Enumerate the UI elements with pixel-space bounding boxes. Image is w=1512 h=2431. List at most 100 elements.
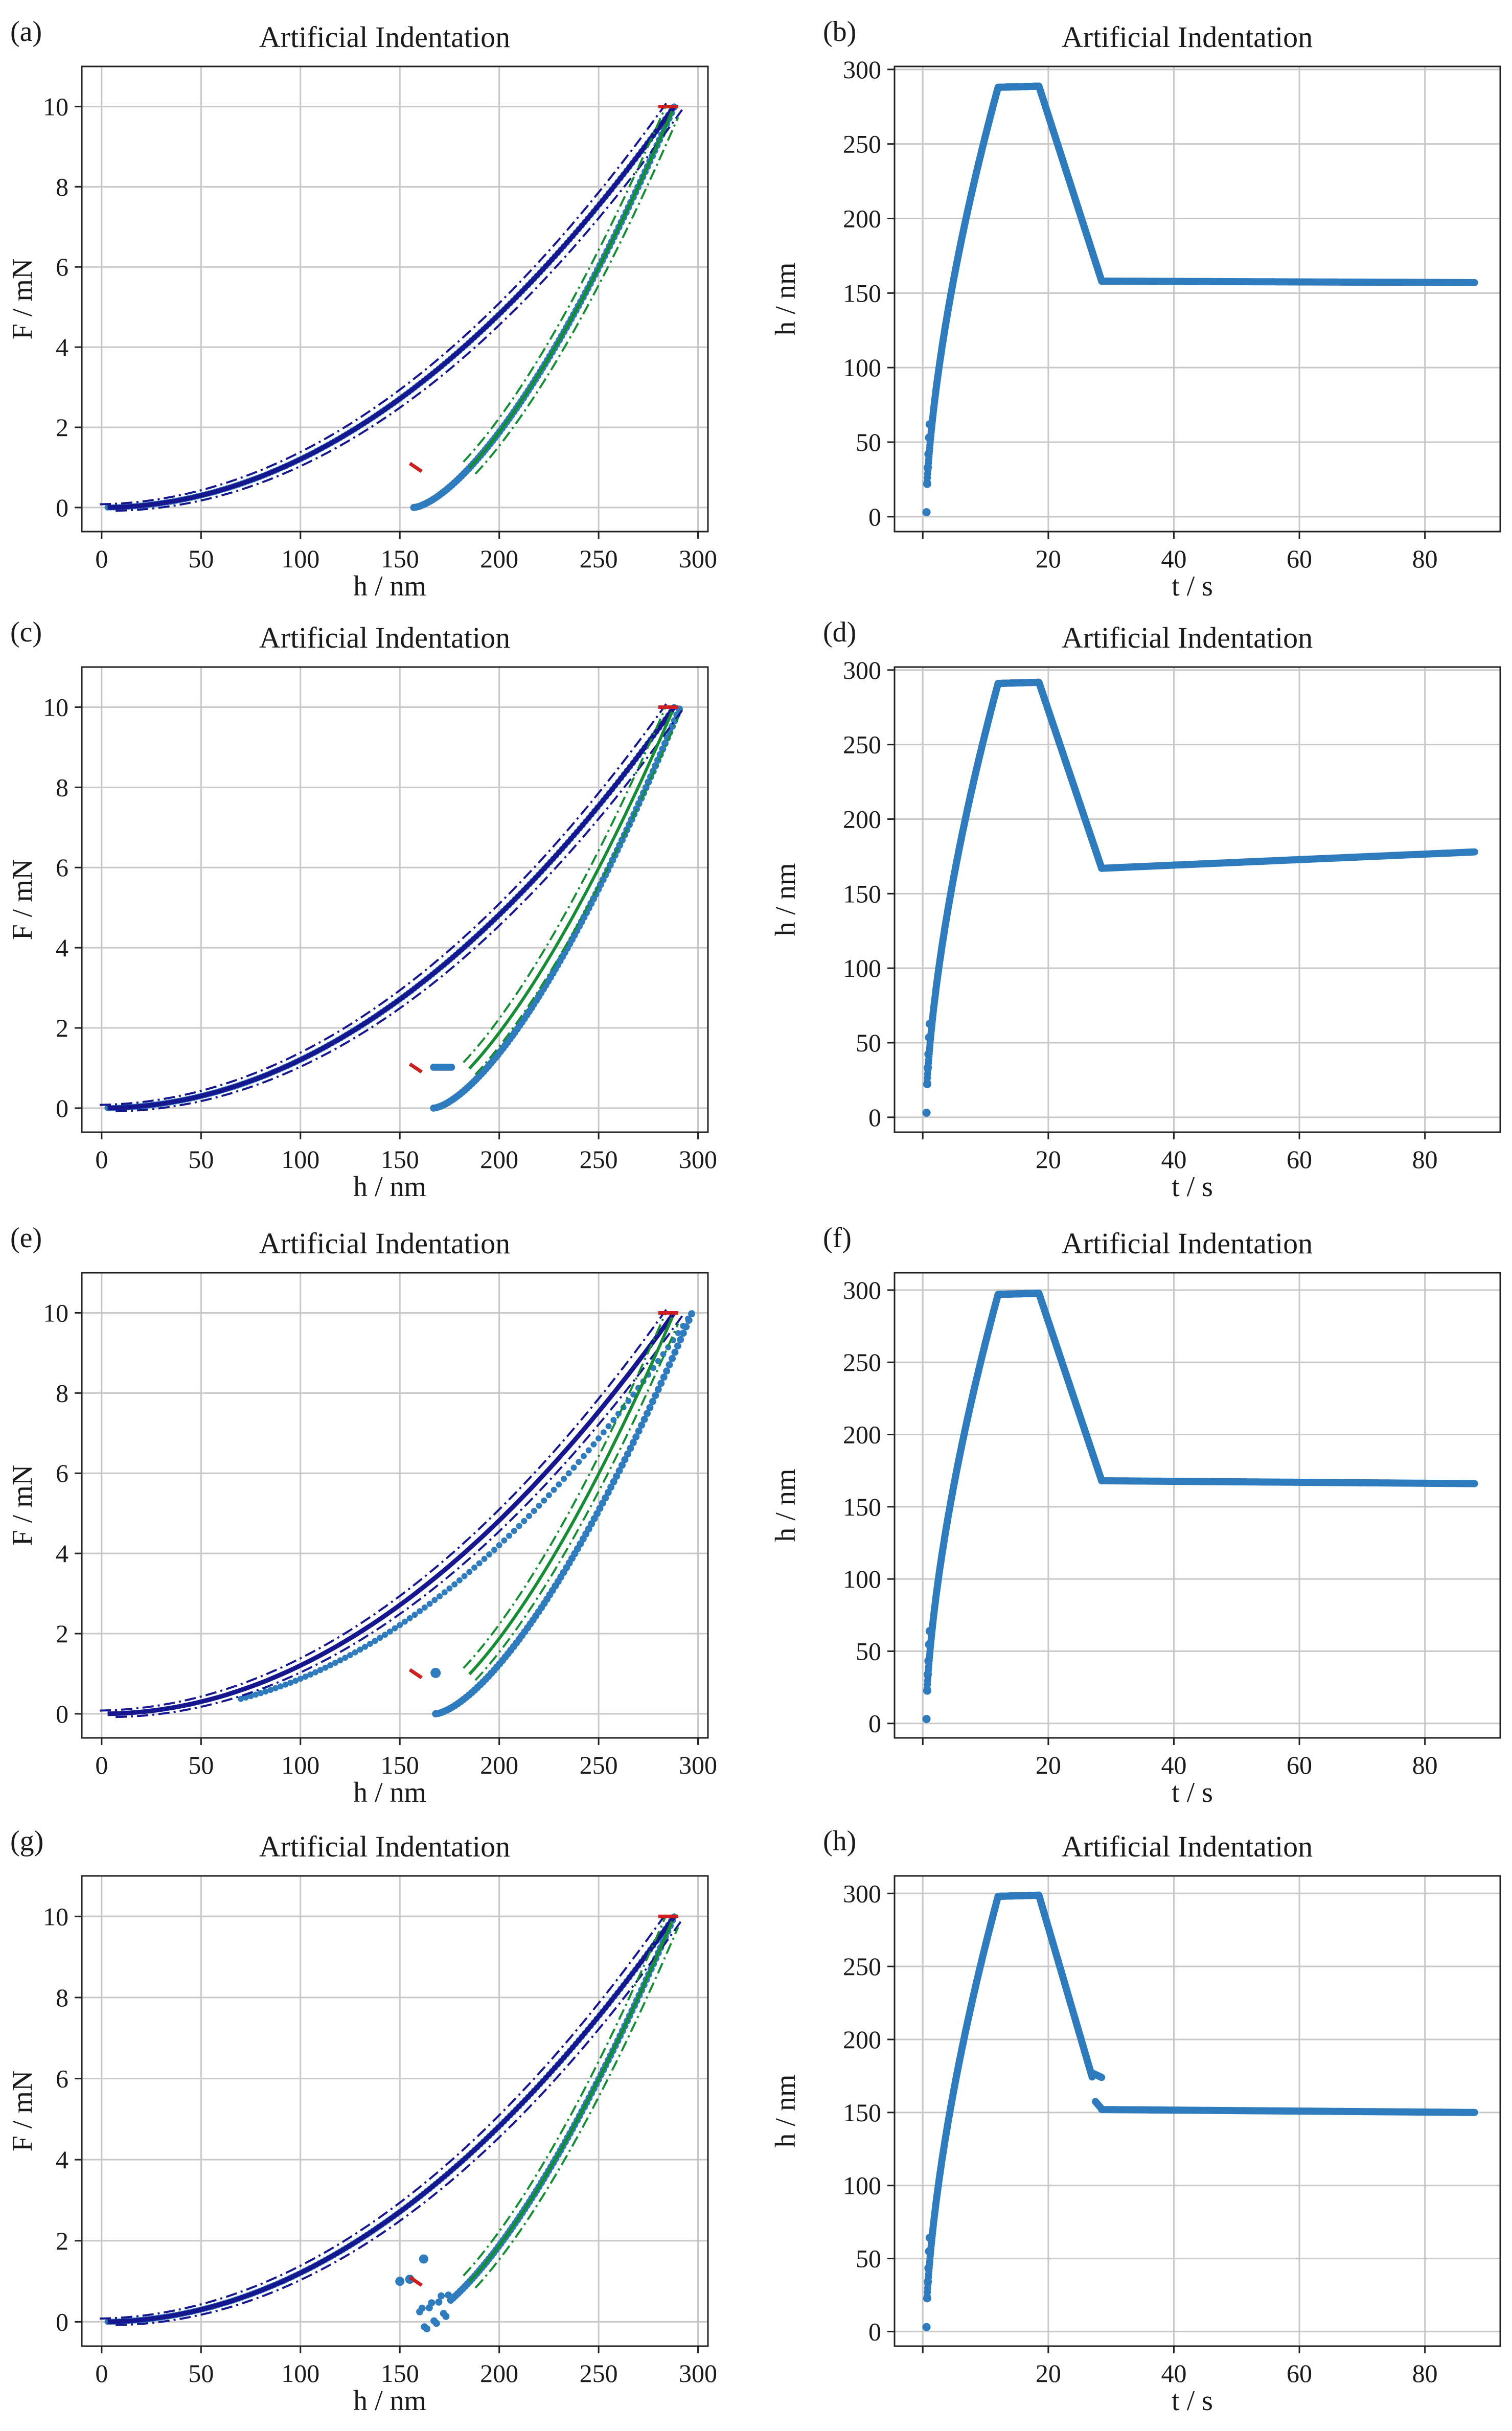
y-tick-label: 200 <box>843 805 881 834</box>
data-point <box>352 1649 358 1656</box>
loading-fit-lower <box>116 709 683 1113</box>
unloading-fit <box>463 104 679 475</box>
data-point <box>580 1453 587 1459</box>
loading-fit <box>99 1912 683 2326</box>
data-point <box>545 1492 552 1499</box>
data-point <box>337 1657 343 1664</box>
data-point <box>605 1423 612 1430</box>
y-tick-label: 250 <box>843 130 881 158</box>
plot-frame <box>81 1272 709 1739</box>
plot-frame <box>894 666 1501 1133</box>
grid-lines <box>895 66 1500 532</box>
early-points <box>922 420 934 517</box>
data-point <box>430 1667 441 1678</box>
x-tick-label: 100 <box>281 544 319 573</box>
data-point <box>660 1351 667 1358</box>
y-tick-label: 0 <box>868 2317 881 2346</box>
data-marks <box>99 1912 683 2332</box>
panel-title: Artificial Indentation <box>259 20 510 54</box>
data-point <box>677 1336 684 1343</box>
loading-fit-lower <box>116 109 683 512</box>
data-point <box>406 1615 413 1621</box>
data-point <box>565 1470 572 1477</box>
data-point <box>556 1481 562 1488</box>
panel-letter: (e) <box>10 1222 42 1254</box>
x-tick-label: 60 <box>1287 1145 1312 1174</box>
data-point <box>432 2320 440 2327</box>
panel-title: Artificial Indentation <box>259 621 510 654</box>
data-point <box>448 1063 455 1071</box>
panel-letter: (f) <box>823 1222 852 1254</box>
data-point <box>282 1681 289 1688</box>
data-point <box>595 1435 602 1442</box>
data-point <box>307 1671 314 1678</box>
data-point <box>924 1063 932 1072</box>
data-point <box>665 1344 672 1350</box>
data-point <box>632 1433 640 1441</box>
data-point <box>417 1608 423 1615</box>
y-tick-label: 100 <box>843 353 881 382</box>
data-marks <box>99 103 683 512</box>
data-point <box>644 1410 651 1417</box>
data-point <box>238 1695 244 1702</box>
x-tick-label: 300 <box>679 1751 717 1779</box>
panel-title: Artificial Indentation <box>1062 1227 1313 1260</box>
x-axis-label: h / nm <box>353 570 426 602</box>
x-axis-label: h / nm <box>353 2385 426 2417</box>
x-tick-label: 80 <box>1412 2359 1438 2388</box>
data-point <box>242 1694 249 1701</box>
depth-series <box>923 1290 1478 1692</box>
loading-fit-line <box>107 1311 676 1716</box>
y-tick-label: 10 <box>43 1298 68 1327</box>
data-point <box>386 1629 393 1635</box>
x-tick-label: 100 <box>281 1751 319 1779</box>
grid-lines <box>82 667 708 1132</box>
y-tick-label: 300 <box>843 55 881 84</box>
data-point <box>481 1555 488 1562</box>
data-point <box>366 1641 373 1647</box>
data-point <box>570 1464 577 1471</box>
x-axis-label: h / nm <box>353 1171 426 1203</box>
y-axis-label: h / nm <box>770 1469 801 1542</box>
y-tick-label: 6 <box>56 1459 68 1487</box>
data-marks <box>922 1290 1478 1723</box>
plot-frame <box>894 65 1501 533</box>
data-point <box>267 1687 274 1693</box>
data-point <box>924 1670 932 1679</box>
x-tick-label: 40 <box>1161 2359 1186 2388</box>
data-point <box>411 1612 418 1618</box>
depth-series <box>923 678 1478 1086</box>
data-point <box>663 1367 671 1375</box>
x-tick-label: 0 <box>95 1145 108 1174</box>
x-tick-label: 150 <box>381 1145 419 1174</box>
y-tick-label: 150 <box>843 2098 881 2127</box>
data-point <box>649 1397 656 1405</box>
early-points <box>922 1627 934 1723</box>
unloading-fit-lower <box>474 717 679 1075</box>
data-point <box>377 1635 383 1641</box>
data-point <box>395 2277 405 2286</box>
data-point <box>688 1310 696 1318</box>
data-point <box>347 1652 353 1658</box>
data-point <box>925 1020 934 1028</box>
x-tick-label: 50 <box>188 1145 214 1174</box>
x-axis-label: t / s <box>1172 1777 1213 1808</box>
loading-fit-lower <box>116 1919 683 2326</box>
unloading-fit-line <box>468 1317 674 1676</box>
panel-title: Artificial Indentation <box>259 1830 510 1863</box>
y-tick-label: 10 <box>43 1902 68 1931</box>
loading-fit-line <box>107 1915 676 2324</box>
plot-frame <box>894 1272 1501 1739</box>
data-point <box>923 1080 931 1088</box>
data-point <box>924 450 933 458</box>
y-tick-label: 4 <box>56 933 68 962</box>
data-point <box>922 508 931 517</box>
unloading-fit <box>463 705 679 1075</box>
y-tick-label: 200 <box>843 1420 881 1449</box>
panel-title: Artificial Indentation <box>259 1227 510 1260</box>
data-point <box>618 1461 626 1469</box>
x-tick-label: 60 <box>1287 1751 1312 1779</box>
